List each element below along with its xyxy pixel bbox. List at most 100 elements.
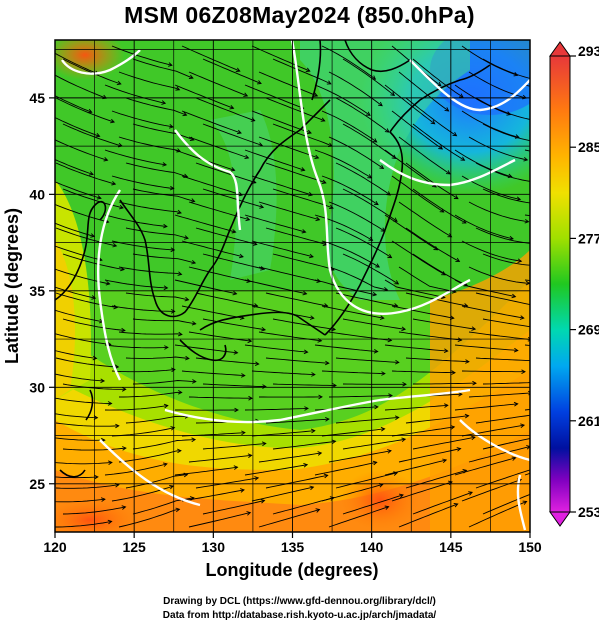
streamline-arrow: [592, 499, 596, 502]
streamline: [104, 84, 166, 104]
streamline: [321, 370, 385, 375]
streamline: [55, 74, 107, 99]
streamline-arrow: [232, 290, 238, 296]
streamline: [475, 292, 530, 306]
streamline: [461, 240, 522, 262]
streamline-arrow: [121, 387, 127, 392]
streamline: [265, 162, 326, 184]
streamline-arrow: [384, 128, 390, 133]
streamline-arrow: [107, 401, 113, 406]
streamline-arrow: [325, 416, 330, 422]
streamline-arrow: [464, 413, 470, 419]
streamline-arrow: [96, 195, 102, 200]
y-tick-label: 30: [29, 379, 45, 395]
streamline-arrow: [167, 62, 173, 67]
streamline: [118, 201, 182, 214]
streamline: [454, 403, 518, 411]
streamline: [482, 318, 530, 328]
streamline-arrow: [192, 379, 197, 384]
streamline-arrow: [442, 458, 448, 464]
streamline-arrow: [326, 80, 332, 85]
streamline-arrow: [535, 359, 539, 363]
streamline: [413, 382, 476, 385]
streamline: [265, 292, 328, 307]
streamline-arrow: [306, 129, 312, 135]
streamline: [272, 123, 333, 147]
streamline-arrow: [465, 359, 470, 364]
streamline: [328, 136, 384, 169]
streamline: [384, 84, 435, 125]
streamline-arrow: [513, 401, 519, 407]
streamline: [258, 509, 320, 528]
streamline: [461, 479, 522, 502]
streamline-arrow: [470, 435, 476, 441]
streamline: [391, 426, 455, 437]
streamline-arrow: [393, 471, 398, 476]
streamline-arrow: [455, 257, 461, 262]
streamline: [55, 476, 98, 479]
streamline: [62, 123, 123, 147]
lat-lon-grid: [55, 40, 530, 532]
colorbar-label: 253: [578, 504, 599, 520]
streamline-arrow: [189, 496, 195, 501]
streamline: [251, 45, 310, 72]
streamline-arrow: [93, 415, 99, 420]
streamline: [55, 159, 94, 175]
streamline-arrow: [542, 327, 546, 331]
streamline: [314, 149, 372, 179]
streamline-arrow: [447, 233, 453, 238]
streamline: [265, 357, 329, 364]
x-tick-label: 140: [360, 539, 384, 555]
streamline-arrow: [375, 263, 381, 268]
streamline: [104, 405, 168, 411]
streamline-arrow: [581, 455, 585, 459]
streamline-arrow: [191, 259, 197, 265]
streamline-arrow: [378, 101, 383, 107]
streamline-arrow: [170, 247, 176, 253]
streamline-arrow: [451, 370, 456, 375]
streamline-arrow: [235, 67, 241, 72]
streamline-arrow: [303, 349, 309, 355]
streamline: [482, 58, 530, 79]
streamline-arrow: [402, 382, 407, 387]
streamline: [62, 253, 125, 271]
streamline-arrow: [233, 350, 239, 355]
streamline: [195, 162, 256, 184]
streamline: [265, 227, 327, 246]
streamline: [258, 201, 320, 221]
streamline-arrow: [315, 508, 321, 513]
streamline-arrow: [309, 315, 315, 320]
streamline: [405, 469, 467, 489]
streamline-arrow: [320, 117, 326, 122]
streamline: [181, 110, 242, 134]
streamline-arrow: [100, 378, 106, 384]
streamline: [132, 123, 194, 141]
streamline: [55, 484, 119, 489]
streamline-arrow: [236, 129, 242, 135]
streamline: [335, 97, 390, 133]
streamline-arrow: [238, 253, 244, 259]
streamline-arrow: [394, 415, 400, 420]
streamline-arrow: [259, 204, 265, 209]
streamline-arrow: [462, 469, 468, 474]
streamline-arrow: [314, 154, 320, 160]
streamline-arrow: [107, 519, 113, 525]
streamline-arrow: [121, 505, 127, 510]
streamline-arrow: [164, 345, 169, 350]
streamline-arrow: [444, 403, 449, 408]
streamline-arrow: [372, 460, 378, 466]
streamline: [55, 245, 103, 261]
streamline-arrow: [318, 394, 323, 400]
streamline: [55, 162, 116, 185]
y-tick-label: 45: [29, 90, 45, 106]
streamline-arrow: [329, 204, 334, 210]
streamline: [55, 222, 95, 237]
streamline: [118, 71, 180, 91]
streamline-arrow: [445, 170, 451, 175]
streamline: [482, 123, 530, 142]
streamline: [328, 266, 388, 291]
streamline: [314, 279, 377, 296]
streamline-arrow: [261, 326, 267, 332]
isotherm-contours: [61, 40, 530, 531]
streamline: [202, 123, 263, 146]
